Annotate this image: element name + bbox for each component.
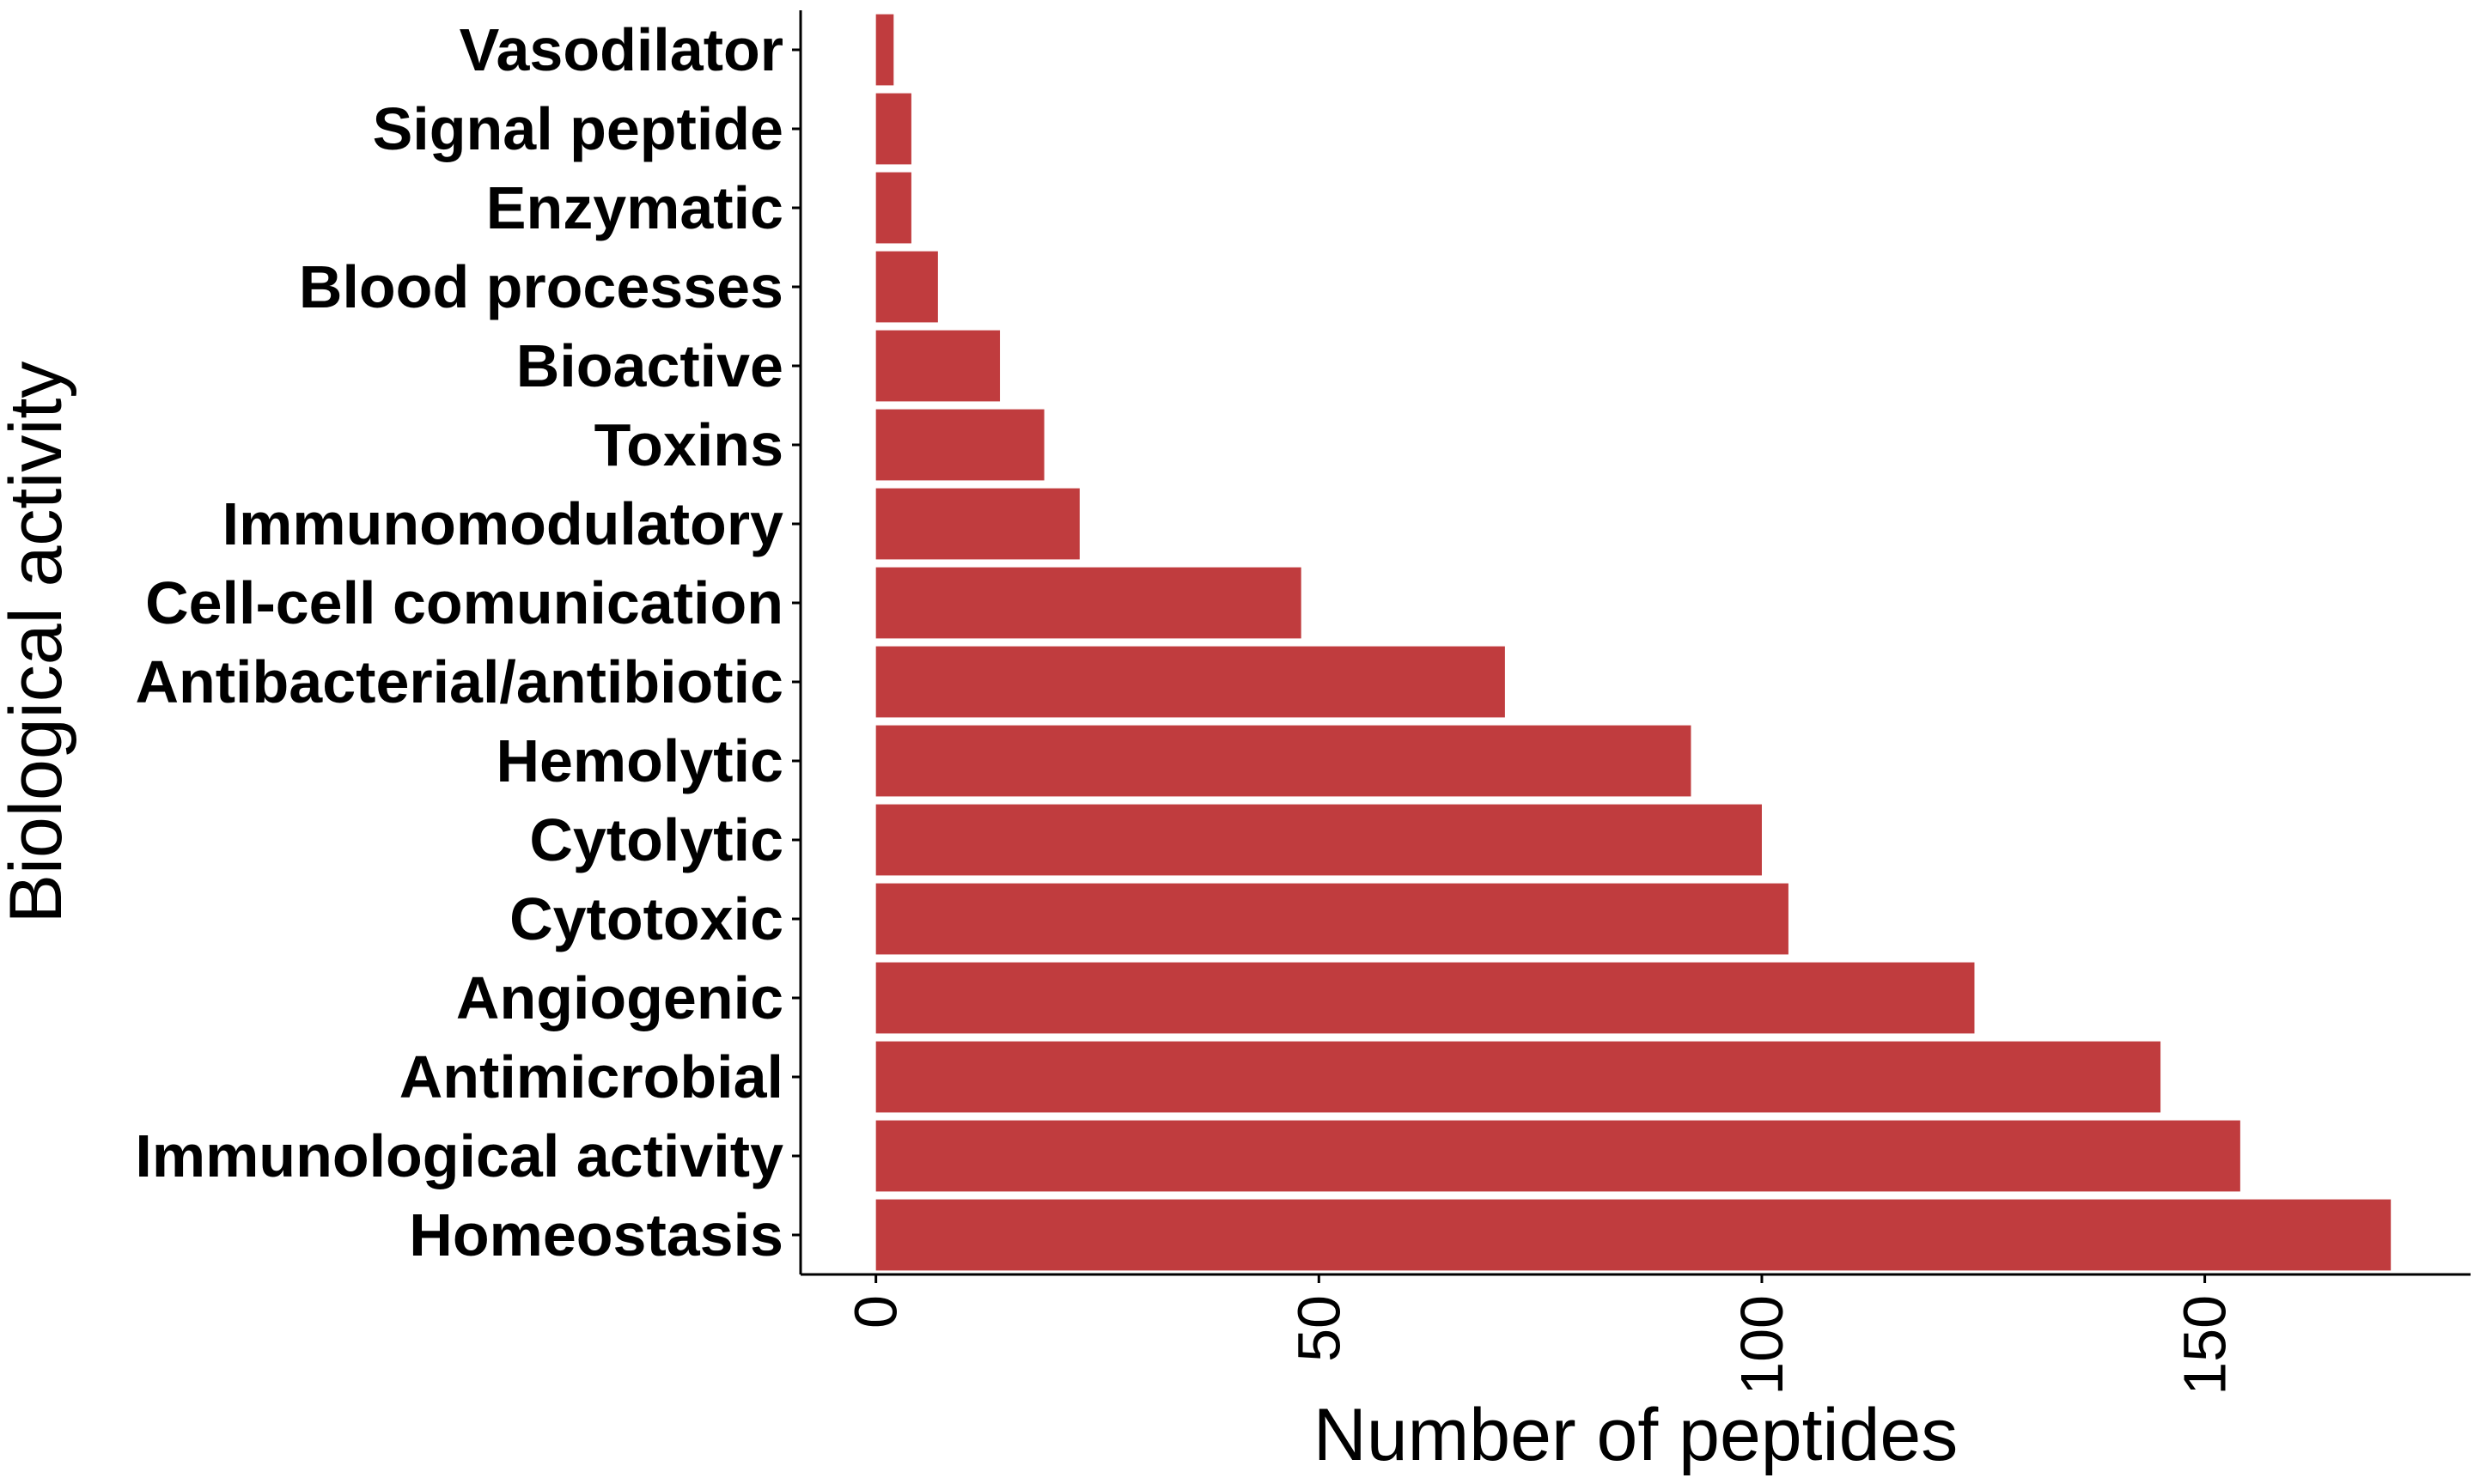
category-labels: Vasodilator Signal peptide Enzymatic Blood … [135, 16, 783, 1268]
x-axis-title: Number of peptides [1313, 1394, 1959, 1476]
category-label: Signal peptide [373, 95, 783, 162]
category-label: Cell-cell comunication [145, 569, 783, 636]
category-label: Hemolytic [496, 727, 783, 794]
bar [875, 330, 1001, 402]
category-label: Immunomodulatory [222, 490, 783, 557]
bar [875, 1041, 2161, 1113]
bar [875, 251, 938, 323]
bar [875, 804, 1762, 876]
bar [875, 172, 911, 244]
bar [875, 93, 911, 165]
bars-group [875, 14, 2392, 1271]
category-label: Blood processes [299, 253, 783, 320]
bar [875, 1199, 2392, 1271]
category-label: Angiogenic [456, 964, 783, 1031]
x-tick-label: 150 [2172, 1295, 2239, 1396]
x-tick-label: 100 [1728, 1295, 1795, 1396]
category-label: Antimicrobial [399, 1043, 783, 1110]
bar [875, 409, 1045, 481]
bar [875, 567, 1301, 639]
bar [875, 725, 1691, 797]
category-label: Homeostasis [409, 1201, 783, 1268]
bar [875, 883, 1788, 955]
bar [875, 646, 1505, 718]
category-label: Antibacterial/antibiotic [135, 648, 783, 715]
y-axis-ticks [792, 48, 801, 1237]
bar [875, 962, 1975, 1034]
bar [875, 1120, 2240, 1192]
category-label: Vasodilator [460, 16, 783, 83]
category-label: Toxins [594, 411, 783, 478]
y-axis-title: Biological activity [0, 362, 77, 924]
category-label: Cytotoxic [509, 885, 783, 952]
x-tick-label: 50 [1285, 1295, 1352, 1362]
x-tick-label: 0 [843, 1295, 910, 1329]
bar [875, 488, 1080, 560]
x-axis-ticks: 0 50 100 150 [843, 1274, 2239, 1396]
category-label: Immunological activity [135, 1122, 783, 1189]
category-label: Cytolytic [529, 806, 783, 873]
bar [875, 14, 894, 86]
category-label: Enzymatic [486, 174, 783, 241]
category-label: Bioactive [516, 332, 783, 399]
